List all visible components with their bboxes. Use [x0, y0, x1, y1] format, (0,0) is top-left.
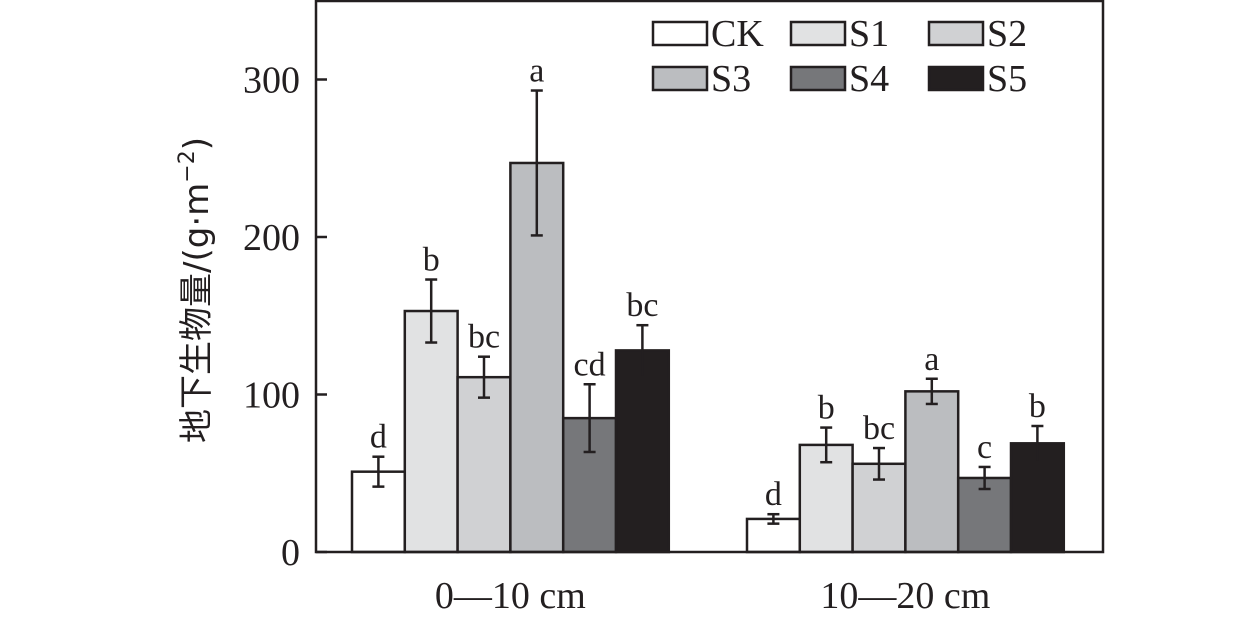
- significance-label: cd: [574, 346, 606, 383]
- legend-item-ck: CK: [651, 13, 764, 55]
- legend-label: S3: [711, 58, 751, 100]
- legend-item-s5: S5: [927, 58, 1027, 100]
- significance-label: bc: [468, 319, 500, 356]
- error-bar-s1-1: [425, 278, 438, 344]
- error-bar-s2-2: [873, 446, 885, 481]
- legend-item-s2: S2: [927, 13, 1027, 55]
- legend-swatch: [927, 65, 985, 92]
- significance-label: b: [423, 242, 440, 279]
- y-tick-label: 100: [243, 375, 300, 417]
- x-tick-label: 10—20 cm: [820, 575, 990, 617]
- bar-s2-1: [456, 375, 512, 554]
- error-bar-s5-2: [1031, 424, 1044, 461]
- x-axis: 0—10 cm 10—20 cm: [435, 575, 990, 617]
- bar-s3-2: [904, 390, 960, 554]
- x-tick-label: 0—10 cm: [435, 575, 586, 617]
- error-bar-s3-1: [530, 89, 543, 237]
- legend-item-s1: S1: [789, 13, 889, 55]
- legend-item-s3: S3: [651, 58, 751, 100]
- significance-label: bc: [626, 287, 658, 324]
- bar-s5-2: [1009, 442, 1066, 554]
- error-bar-s4-2: [978, 465, 991, 491]
- error-bar-s1-2: [820, 426, 833, 464]
- significance-label: d: [370, 419, 387, 456]
- significance-label: a: [529, 53, 544, 90]
- significance-label: b: [818, 390, 835, 427]
- y-tick-label: 0: [281, 532, 300, 574]
- error-bar-s5-1: [636, 323, 649, 376]
- y-tick-label: 300: [243, 60, 300, 102]
- legend-label: S5: [987, 58, 1027, 100]
- legend-swatch: [789, 65, 847, 92]
- y-axis: 0 100 200 300: [243, 60, 327, 574]
- plot-frame: [314, 0, 1105, 554]
- legend-label: S4: [849, 58, 889, 100]
- significance-label: c: [977, 429, 992, 466]
- error-bars-layer: [372, 89, 1044, 525]
- bar-s5-1: [614, 349, 671, 554]
- legend-item-s4: S4: [789, 58, 889, 100]
- error-bar-s3-2: [925, 377, 938, 406]
- bars-layer: [350, 161, 1066, 554]
- significance-label: b: [1029, 388, 1046, 425]
- legend-swatch: [927, 20, 985, 47]
- y-axis-title: 地下生物量/(g·m−2): [175, 137, 217, 443]
- legend-swatch: [651, 65, 709, 92]
- significance-label: a: [924, 341, 939, 378]
- legend-label: S1: [849, 13, 889, 55]
- significance-label: d: [765, 476, 782, 513]
- legend-swatch: [789, 20, 847, 47]
- y-axis-title-superscript: −2: [175, 150, 200, 182]
- legend: CK S1 S2 S3 S4 S5: [651, 13, 1027, 100]
- error-bar-s2-1: [478, 355, 490, 399]
- error-bar-s4-1: [583, 383, 596, 454]
- significance-label: bc: [863, 410, 895, 447]
- legend-swatch: [651, 20, 709, 47]
- legend-label: CK: [711, 13, 764, 55]
- bar-s1-1: [403, 309, 459, 554]
- y-tick-label: 200: [243, 217, 300, 259]
- error-bar-ck-1: [372, 455, 385, 488]
- error-bar-ck-2: [767, 512, 780, 525]
- legend-label: S2: [987, 13, 1027, 55]
